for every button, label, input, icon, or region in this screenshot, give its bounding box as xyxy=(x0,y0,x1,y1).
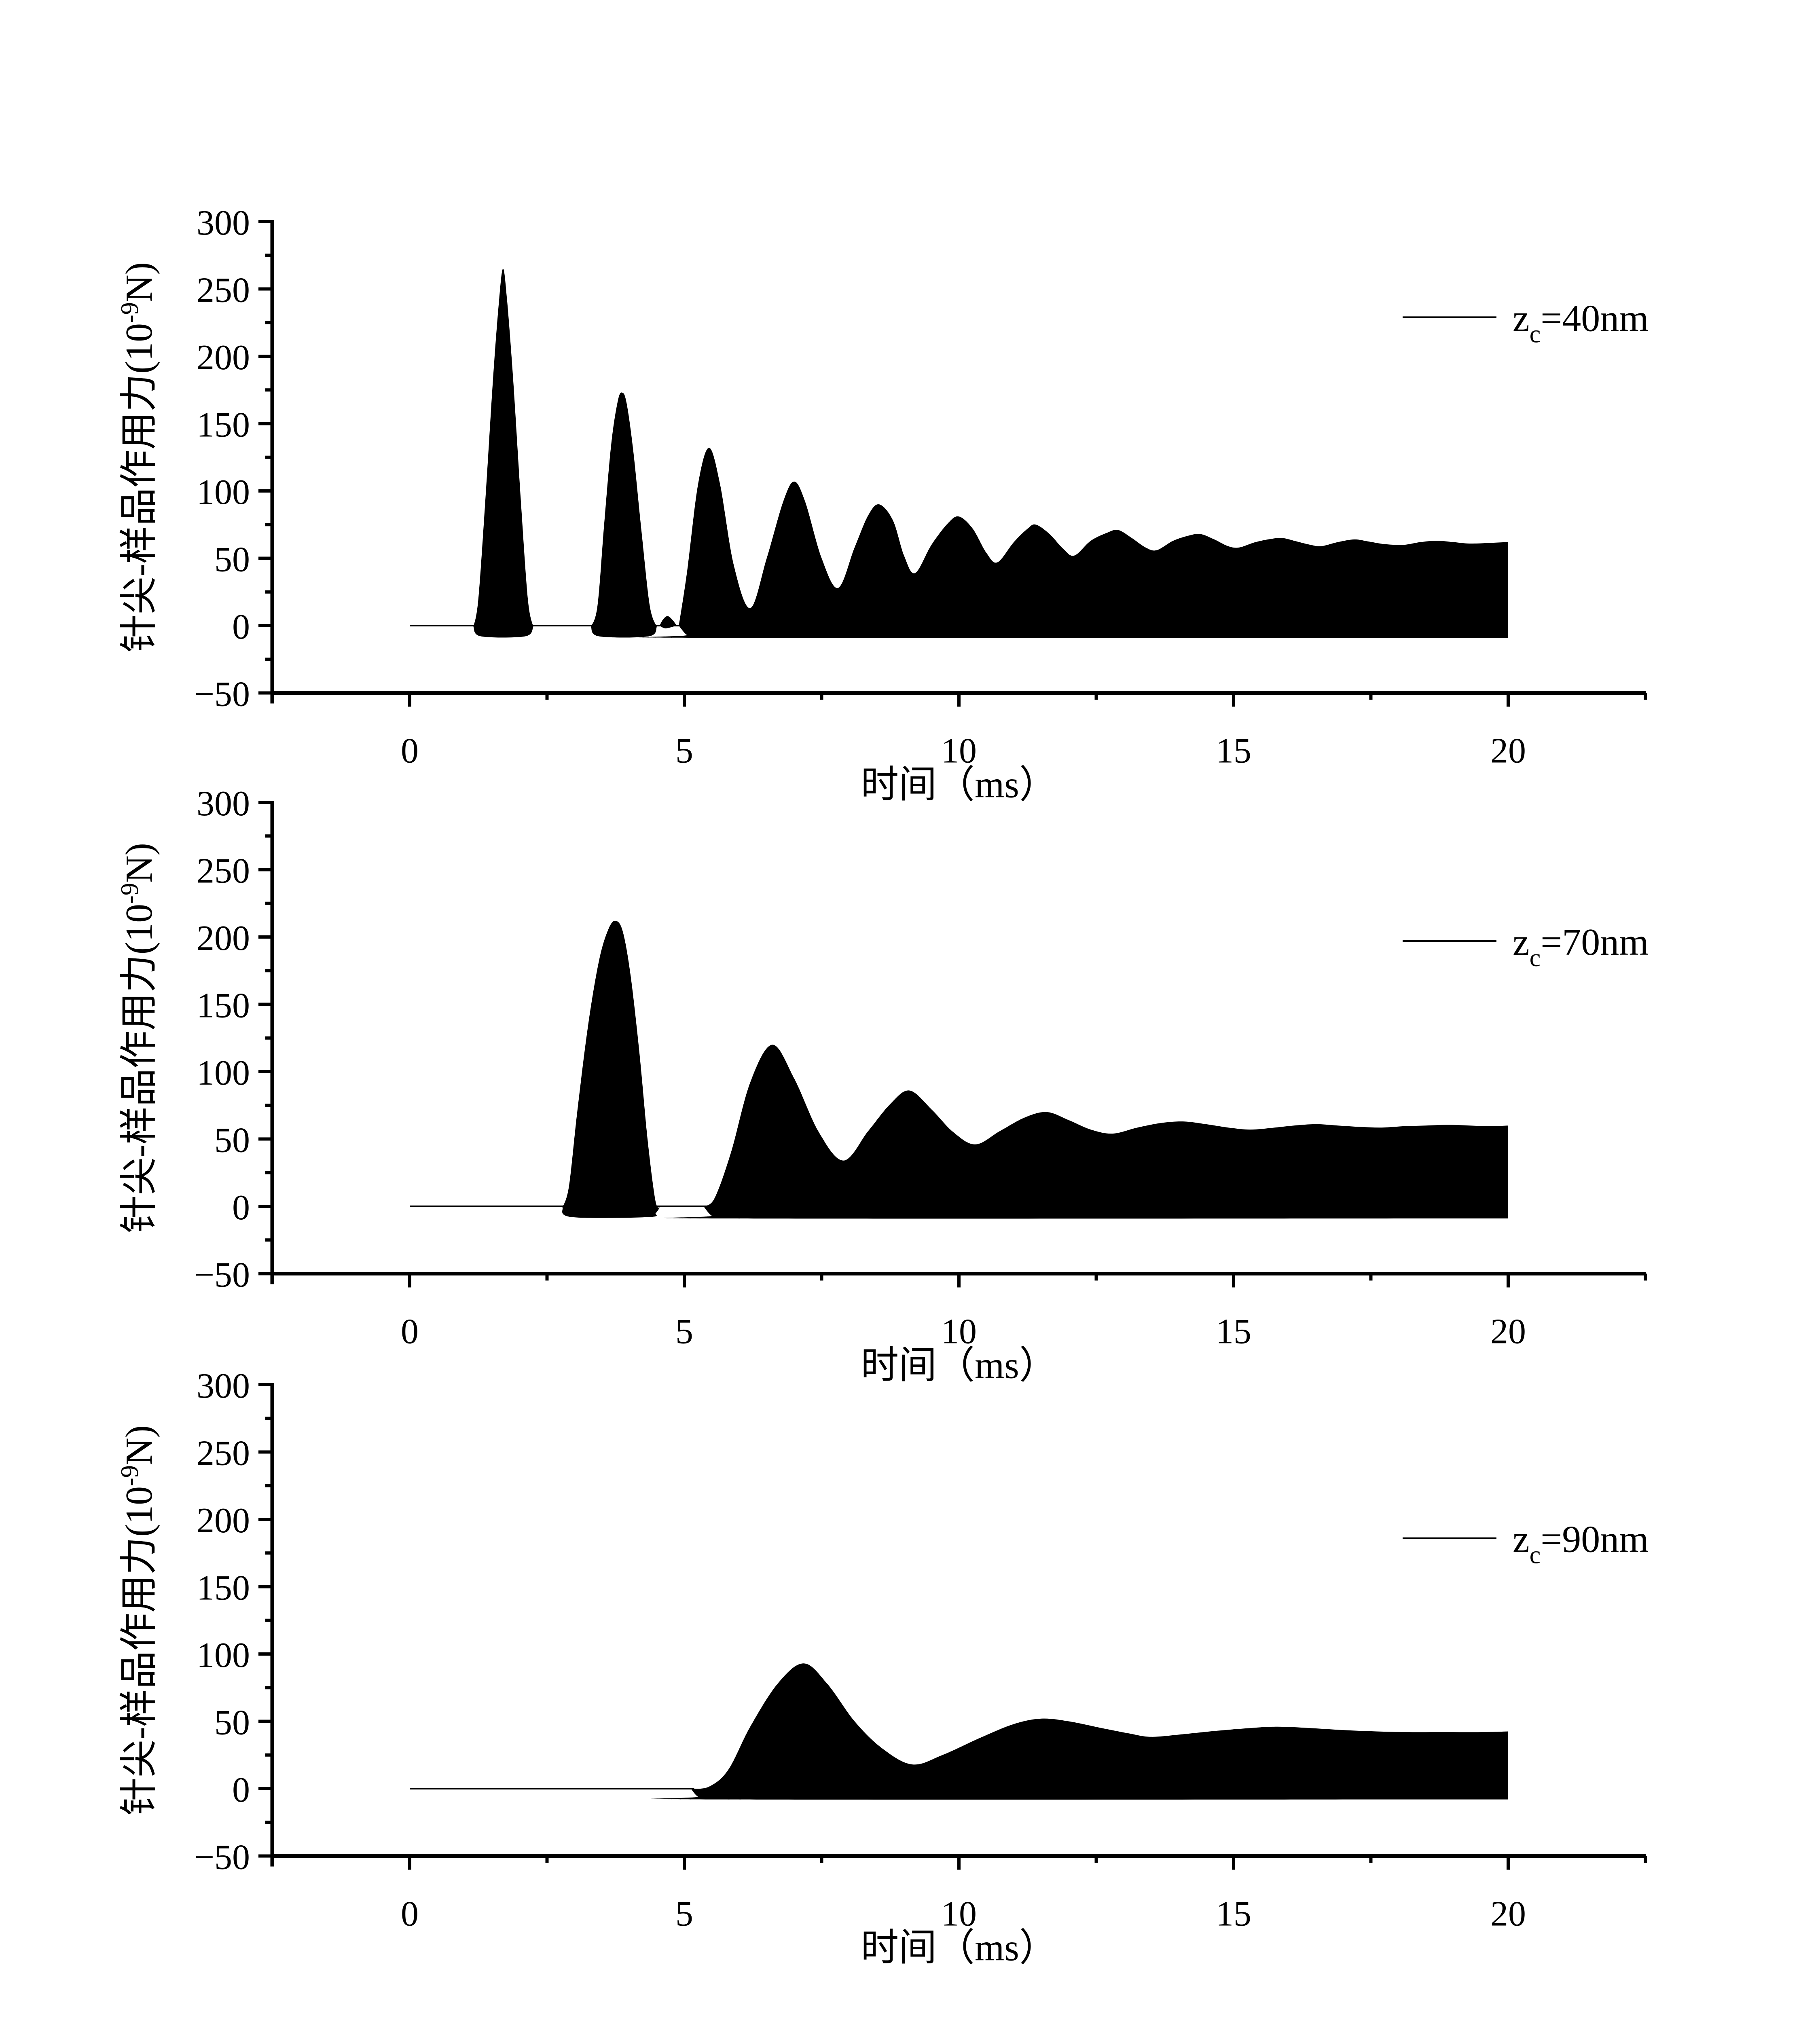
y-tick-label: 250 xyxy=(197,1434,250,1473)
x-tick-label: 15 xyxy=(1216,1895,1251,1934)
legend-label: zc=40nm xyxy=(1513,297,1649,348)
legend-label: zc=90nm xyxy=(1513,1519,1649,1569)
x-tick-label: 5 xyxy=(675,1895,693,1934)
y-tick-label: 100 xyxy=(197,1636,250,1675)
y-tick-label: 200 xyxy=(197,338,250,377)
force-signal-area xyxy=(649,1663,1547,1800)
legend-label: zc=70nm xyxy=(1513,921,1649,972)
y-tick-label: 100 xyxy=(197,473,250,512)
y-axis-title: 针尖-样品作用力(10-9N) xyxy=(116,262,160,652)
y-tick-label: 50 xyxy=(214,540,250,580)
x-axis-title: 时间（ms） xyxy=(861,764,1057,806)
x-tick-label: 10 xyxy=(941,732,977,771)
force-signal-area xyxy=(663,1045,1546,1219)
force-signal-area xyxy=(562,920,660,1218)
y-tick-label: −50 xyxy=(194,1256,250,1295)
y-tick-label: 300 xyxy=(197,203,250,243)
y-tick-label: −50 xyxy=(194,675,250,714)
x-tick-label: 20 xyxy=(1490,732,1526,771)
force-signal-area xyxy=(591,392,657,638)
x-tick-label: 15 xyxy=(1216,1312,1251,1352)
y-tick-label: 0 xyxy=(232,1770,250,1810)
y-tick-label: 0 xyxy=(232,607,250,647)
x-tick-label: 10 xyxy=(941,1312,977,1352)
y-axis-title: 针尖-样品作用力(10-9N) xyxy=(116,1425,160,1815)
y-axis-title: 针尖-样品作用力(10-9N) xyxy=(116,843,160,1233)
x-tick-label: 20 xyxy=(1490,1312,1526,1352)
y-tick-label: 100 xyxy=(197,1053,250,1093)
chart-40nm: 300 250 200 150 100 50 0 −50 0 5 10 15 20 时间（ms） 针尖-样品… xyxy=(116,203,1649,806)
y-tick-label: −50 xyxy=(194,1838,250,1877)
x-tick-label: 20 xyxy=(1490,1895,1526,1934)
y-tick-label: 0 xyxy=(232,1188,250,1227)
force-signal-area xyxy=(637,448,1548,638)
x-tick-label: 0 xyxy=(401,1312,419,1352)
y-tick-label: 150 xyxy=(197,1569,250,1608)
y-tick-label: 300 xyxy=(197,784,250,823)
y-tick-label: 250 xyxy=(197,271,250,310)
y-tick-label: 50 xyxy=(214,1703,250,1743)
y-tick-label: 200 xyxy=(197,1501,250,1540)
x-tick-label: 10 xyxy=(941,1895,977,1934)
y-tick-label: 200 xyxy=(197,919,250,958)
y-tick-label: 300 xyxy=(197,1366,250,1406)
chart-70nm: 300 250 200 150 100 50 0 −50 0 5 10 15 20 时间（ms） 针尖-样品… xyxy=(116,784,1649,1387)
x-tick-label: 15 xyxy=(1216,732,1251,771)
y-tick-label: 50 xyxy=(214,1121,250,1160)
chart-90nm: 300 250 200 150 100 50 0 −50 0 5 10 15 20 时间（ms） 针尖-样品… xyxy=(116,1366,1649,1969)
y-tick-label: 150 xyxy=(197,986,250,1026)
force-signal-area xyxy=(473,269,533,638)
y-tick-label: 150 xyxy=(197,406,250,445)
x-tick-label: 0 xyxy=(401,732,419,771)
x-tick-label: 0 xyxy=(401,1895,419,1934)
y-tick-label: 250 xyxy=(197,852,250,891)
x-tick-label: 5 xyxy=(675,1312,693,1352)
x-tick-label: 5 xyxy=(675,732,693,771)
x-axis-title: 时间（ms） xyxy=(861,1345,1057,1387)
x-axis-title: 时间（ms） xyxy=(861,1927,1057,1969)
